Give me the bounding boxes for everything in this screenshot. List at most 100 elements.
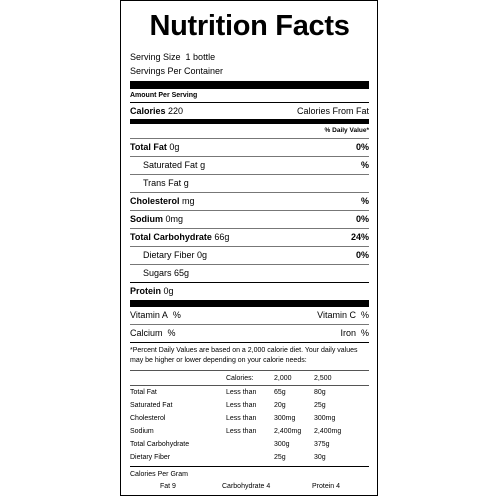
dv-table-cell: Saturated Fat bbox=[130, 402, 173, 409]
nutrient-amount: 0mg bbox=[165, 214, 184, 224]
nutrient-daily-value: 24% bbox=[350, 232, 369, 242]
nutrient-amount: 0g bbox=[197, 250, 208, 260]
dv-table-cell: Dietary Fiber bbox=[130, 454, 171, 461]
nutrient-name-amount: Sodium 0mg bbox=[130, 211, 183, 228]
nutrient-name-amount: Sugars 65g bbox=[130, 265, 189, 282]
nutrient-row: Total Fat 0g 0% bbox=[130, 138, 369, 156]
dv-table-block: Calories: 2,000 2,500 Total Fat Less than 65g… bbox=[130, 370, 369, 464]
nutrition-label: Nutrition Facts Serving Size 1 bottle Se… bbox=[120, 0, 378, 496]
calories-row: Calories 220 Calories From Fat bbox=[130, 102, 369, 119]
nutrient-daily-value: 0% bbox=[355, 250, 369, 260]
carbohydrate-per-gram: Carbohydrate 4 bbox=[222, 483, 271, 490]
nutrient-label: Sodium bbox=[130, 214, 163, 224]
protein-per-gram: Protein 4 bbox=[312, 483, 341, 490]
thick-divider-top bbox=[130, 81, 369, 89]
nutrient-row: Cholesterol mg% bbox=[130, 192, 369, 210]
calories-per-gram-block: Calories Per Gram Fat 9 Carbohydrate 4 P… bbox=[130, 466, 369, 493]
nutrient-row: Total Carbohydrate 66g 24% bbox=[130, 228, 369, 246]
label-title: Nutrition Facts bbox=[149, 10, 350, 42]
nutrition-label-inner: Nutrition Facts Serving Size 1 bottle Se… bbox=[130, 1, 369, 495]
dv-table-cell: 300g bbox=[274, 441, 290, 448]
calories-from-fat-label: Calories From Fat bbox=[296, 106, 369, 116]
medium-divider bbox=[130, 119, 369, 124]
iron: Iron % bbox=[340, 328, 369, 338]
fat-per-gram: Fat 9 bbox=[160, 483, 176, 490]
footnote-block: *Percent Daily Values are based on a 2,0… bbox=[130, 342, 369, 366]
dv-table-cell: 25g bbox=[274, 454, 286, 461]
nutrient-daily-value: 0% bbox=[355, 142, 369, 152]
dv-table-cell: 300mg bbox=[274, 415, 296, 422]
nutrient-row: Protein 0g bbox=[130, 282, 369, 300]
vitamin-a: Vitamin A % bbox=[130, 310, 181, 320]
dv-table-row: Total Carbohydrate 300g 375g bbox=[130, 438, 369, 451]
dv-table-cell: 2,000 bbox=[274, 375, 292, 382]
dv-table-cell: Total Carbohydrate bbox=[130, 441, 190, 448]
dv-table-header: Calories: 2,000 2,500 bbox=[130, 372, 369, 386]
amount-per-serving: Amount Per Serving bbox=[130, 92, 198, 99]
nutrient-label: Total Carbohydrate bbox=[130, 232, 212, 242]
servings-per-container-row: Servings Per Container bbox=[130, 64, 369, 78]
nutrient-label: Dietary Fiber bbox=[143, 250, 195, 260]
dv-table-cell bbox=[130, 372, 226, 386]
dv-table-cell: Sodium bbox=[130, 428, 154, 435]
dv-table-cell: Cholesterol bbox=[130, 415, 166, 422]
nutrient-row: Trans Fat g bbox=[130, 174, 369, 192]
dv-table-cell: 2,400mg bbox=[274, 428, 302, 435]
dv-table-cell: 20g bbox=[274, 402, 286, 409]
nutrient-name-amount: Total Carbohydrate 66g bbox=[130, 229, 229, 246]
daily-value-header: % Daily Value* bbox=[324, 127, 369, 134]
nutrient-name-amount: Trans Fat g bbox=[130, 175, 189, 192]
dv-table-row: Dietary Fiber 25g 30g bbox=[130, 451, 369, 464]
vitamin-c: Vitamin C % bbox=[317, 310, 369, 320]
nutrient-row: Dietary Fiber 0g 0% bbox=[130, 246, 369, 264]
calcium: Calcium % bbox=[130, 328, 176, 338]
dv-table-row: Total Fat Less than 65g 80g bbox=[130, 385, 369, 400]
dv-table-cell: Less than bbox=[226, 402, 257, 409]
nutrient-amount: 66g bbox=[214, 232, 230, 242]
calories-per-gram-values: Fat 9 Carbohydrate 4 Protein 4 bbox=[130, 481, 369, 493]
dv-table-cell: Less than bbox=[226, 428, 257, 435]
nutrient-row: Sodium 0mg 0% bbox=[130, 210, 369, 228]
dv-table-row: Cholesterol Less than 300mg 300mg bbox=[130, 412, 369, 425]
nutrient-amount: mg bbox=[182, 196, 195, 206]
dv-table-row: Saturated Fat Less than 20g 25g bbox=[130, 399, 369, 412]
dv-table-cell: 25g bbox=[314, 402, 326, 409]
nutrient-daily-value: % bbox=[360, 160, 369, 170]
nutrient-amount: 65g bbox=[174, 268, 190, 278]
serving-size-row: Serving Size 1 bottle bbox=[130, 50, 369, 64]
dv-table-cell: Less than bbox=[226, 415, 257, 422]
nutrient-amount: 0g bbox=[169, 142, 180, 152]
thick-divider-vitamins bbox=[130, 300, 369, 307]
dv-table-cell: 30g bbox=[314, 454, 326, 461]
dv-table: Calories: 2,000 2,500 Total Fat Less than 65g… bbox=[130, 372, 369, 464]
nutrient-name-amount: Saturated Fat g bbox=[130, 157, 205, 174]
nutrient-label: Sugars bbox=[143, 268, 172, 278]
dv-table-cell: 2,500 bbox=[314, 375, 332, 382]
nutrient-label: Protein bbox=[130, 286, 162, 296]
dv-table-cell: 300mg bbox=[314, 415, 336, 422]
nutrient-list: Total Fat 0g 0% Saturated Fat g% Trans Fat … bbox=[130, 138, 369, 300]
dv-table-cell: 2,400mg bbox=[314, 428, 342, 435]
nutrient-name-amount: Protein 0g bbox=[130, 283, 174, 300]
nutrient-row: Saturated Fat g% bbox=[130, 156, 369, 174]
dv-table-cell: Less than bbox=[226, 389, 257, 396]
nutrient-amount: g bbox=[183, 178, 189, 188]
serving-size-value: 1 bottle bbox=[185, 52, 216, 62]
calories-left: Calories 220 bbox=[130, 106, 183, 116]
nutrient-name-amount: Dietary Fiber 0g bbox=[130, 247, 207, 264]
dv-table-cell: Total Fat bbox=[130, 389, 157, 396]
nutrient-label: Total Fat bbox=[130, 142, 167, 152]
vitamin-row-1: Vitamin A % Vitamin C % bbox=[130, 307, 369, 324]
nutrient-daily-value: % bbox=[360, 196, 369, 206]
nutrient-daily-value: 0% bbox=[355, 214, 369, 224]
calories-label: Calories bbox=[130, 106, 166, 116]
dv-table-row: Sodium Less than 2,400mg 2,400mg bbox=[130, 425, 369, 438]
vitamin-row-2: Calcium % Iron % bbox=[130, 324, 369, 342]
nutrient-amount: g bbox=[200, 160, 206, 170]
nutrient-label: Saturated Fat bbox=[143, 160, 198, 170]
footnote-text: *Percent Daily Values are based on a 2,0… bbox=[130, 347, 358, 364]
dv-table-cell: Calories: bbox=[226, 375, 254, 382]
nutrient-label: Trans Fat bbox=[143, 178, 182, 188]
nutrient-name-amount: Total Fat 0g bbox=[130, 139, 179, 156]
dv-table-cell bbox=[226, 451, 274, 464]
